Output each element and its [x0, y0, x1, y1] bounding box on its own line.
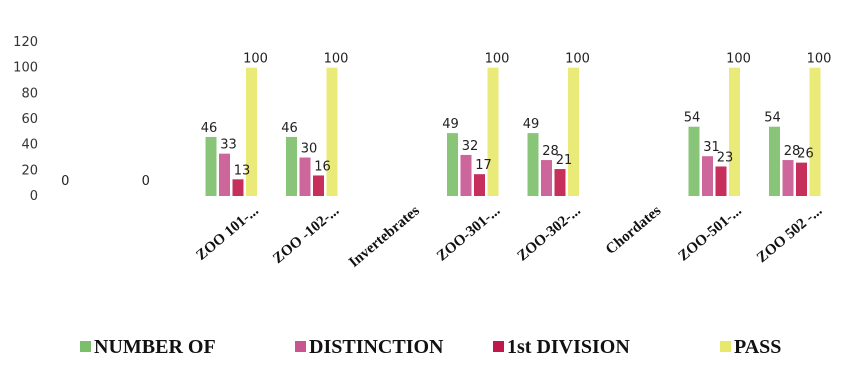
y-tick-label: 20 [21, 163, 38, 178]
bar [729, 68, 740, 196]
bar [286, 137, 297, 196]
legend-swatch [493, 341, 504, 352]
y-tick-label: 80 [21, 86, 38, 101]
bar [219, 154, 230, 196]
data-label: 23 [717, 150, 734, 165]
y-tick-label: 0 [30, 189, 38, 204]
y-tick-label: 100 [13, 61, 38, 76]
category-label: ZOO-302-... [514, 203, 584, 265]
data-label: 100 [807, 52, 832, 67]
data-label: 17 [475, 158, 492, 173]
category-label: ZOO 502 -... [754, 203, 825, 267]
bar [313, 175, 324, 196]
category-label: Invertebrates [346, 203, 423, 271]
bar [447, 133, 458, 196]
data-label: 21 [556, 153, 573, 168]
bar [702, 156, 713, 196]
data-label: 32 [462, 139, 479, 154]
legend-label: DISTINCTION [309, 336, 444, 358]
data-label: 33 [220, 138, 237, 153]
legend-label: NUMBER OF [94, 336, 216, 358]
y-tick-label: 40 [21, 138, 38, 153]
bar [716, 166, 727, 196]
y-tick-label: 120 [13, 35, 38, 50]
bar [541, 160, 552, 196]
category-label: ZOO-501-... [675, 203, 745, 265]
bar [206, 137, 217, 196]
bar [689, 127, 700, 196]
data-label: 100 [726, 52, 751, 67]
bar [555, 169, 566, 196]
data-label: 30 [301, 142, 318, 157]
bar [233, 179, 244, 196]
data-label: 0 [142, 174, 150, 189]
bar [474, 174, 485, 196]
category-labels-layer: ZOO 101-... ZOO -102-... Invertebrates ZOO-… [193, 203, 825, 271]
data-label: 49 [442, 117, 459, 132]
data-label: 100 [485, 52, 510, 67]
data-label: 16 [314, 159, 331, 174]
data-label: 100 [565, 52, 590, 67]
data-label: 0 [61, 174, 69, 189]
bar [769, 127, 780, 196]
legend-item: PASS [720, 336, 781, 358]
bar [327, 68, 338, 196]
legend-item: DISTINCTION [295, 336, 444, 358]
data-label: 100 [324, 52, 349, 67]
bar [488, 68, 499, 196]
legend-swatch [720, 341, 731, 352]
legend-swatch [80, 341, 91, 352]
y-axis: 0 20 40 60 80 100 120 [13, 35, 38, 204]
data-label: 46 [281, 121, 298, 136]
data-label: 54 [684, 111, 701, 126]
bar [528, 133, 539, 196]
data-label: 49 [523, 117, 540, 132]
bar [810, 68, 821, 196]
data-label: 54 [764, 111, 781, 126]
bar [783, 160, 794, 196]
category-label: ZOO 101-... [193, 203, 262, 264]
bar [300, 158, 311, 197]
legend: NUMBER OF DISTINCTION 1st DIVISION PASS [80, 336, 781, 358]
data-label: 13 [234, 163, 251, 178]
bar [796, 163, 807, 196]
legend-item: 1st DIVISION [493, 336, 630, 358]
bar [568, 68, 579, 196]
y-tick-label: 60 [21, 112, 38, 127]
legend-item: NUMBER OF [80, 336, 216, 358]
data-label: 26 [797, 147, 814, 162]
category-label: Chordates [603, 203, 664, 258]
data-label: 100 [243, 52, 268, 67]
category-label: ZOO -102-... [270, 203, 342, 267]
legend-label: 1st DIVISION [507, 336, 630, 358]
category-label: ZOO-301-... [434, 203, 504, 265]
legend-swatch [295, 341, 306, 352]
bar [461, 155, 472, 196]
legend-label: PASS [734, 336, 781, 358]
data-label: 46 [201, 121, 218, 136]
